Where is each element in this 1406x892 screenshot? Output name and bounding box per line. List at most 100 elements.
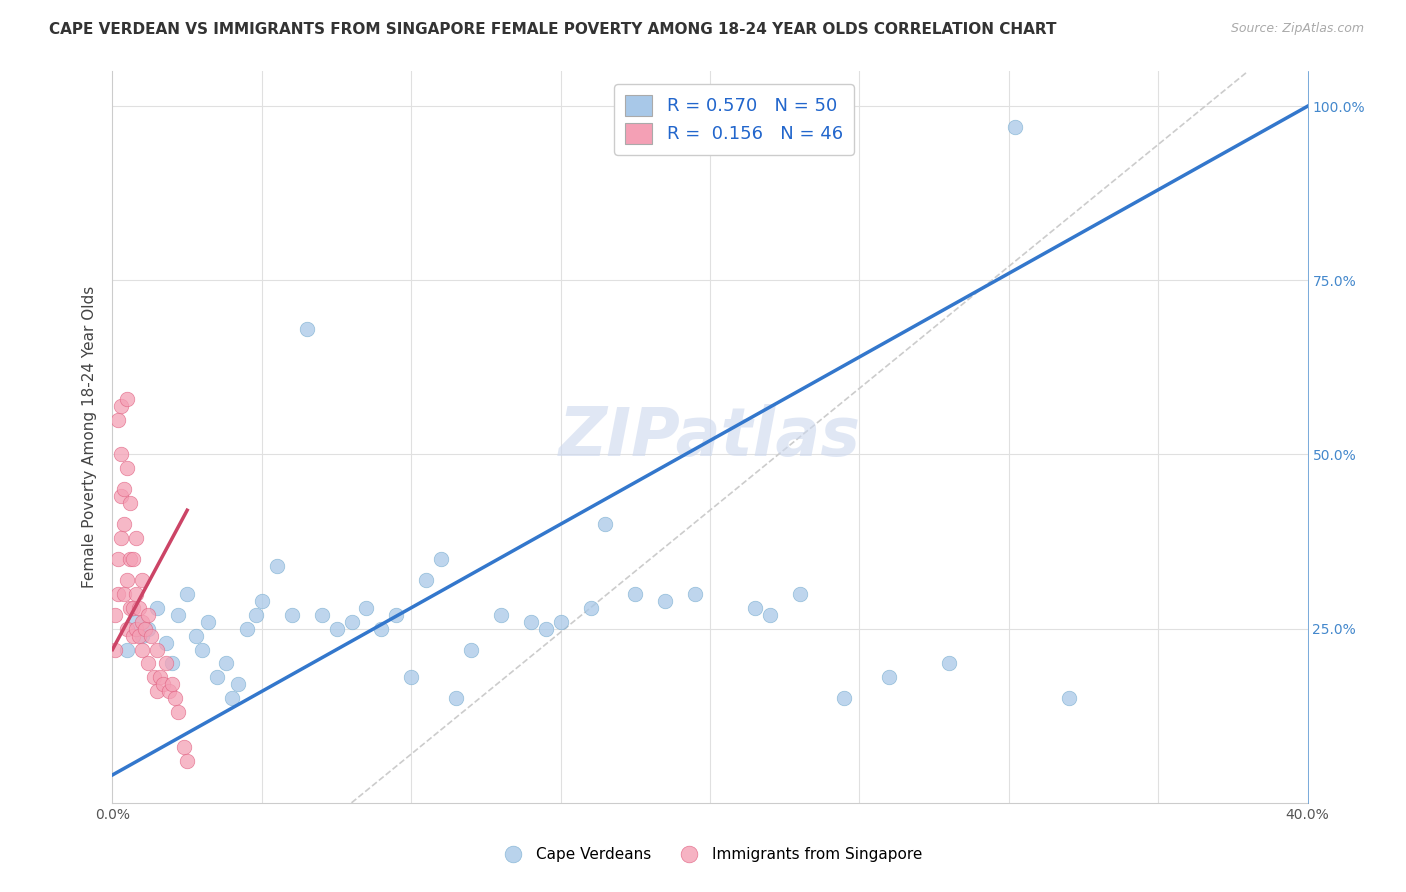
Point [281,607,304,622]
Point [489,607,512,622]
Point [401,670,423,684]
Point [162,657,183,671]
Point [120,552,142,566]
Point [131,642,153,657]
Point [117,622,139,636]
Point [125,531,148,545]
Point [385,607,408,622]
Point [1004,120,1026,134]
Point [444,691,467,706]
Point [370,622,392,636]
Point [759,607,782,622]
Point [143,670,166,684]
Point [131,573,153,587]
Point [167,607,190,622]
Point [226,677,249,691]
Point [110,399,132,413]
Point [579,600,602,615]
Point [215,657,238,671]
Point [162,677,183,691]
Point [138,622,160,636]
Point [120,496,142,510]
Point [165,691,187,706]
Point [415,573,437,587]
Point [176,754,198,768]
Point [430,552,453,566]
Point [117,573,139,587]
Point [149,670,172,684]
Point [311,607,333,622]
Point [155,635,177,649]
Point [107,587,129,601]
Point [550,615,572,629]
Point [117,642,139,657]
Point [186,629,208,643]
Point [107,552,129,566]
Point [173,740,195,755]
Point [146,684,169,698]
Point [744,600,766,615]
Point [295,322,318,336]
Point [460,642,482,657]
Point [134,622,156,636]
Point [879,670,901,684]
Point [683,587,706,601]
Point [340,615,363,629]
Point [654,594,676,608]
Point [595,517,617,532]
Point [356,600,378,615]
Point [125,587,148,601]
Point [122,629,145,643]
Point [114,587,135,601]
Point [104,607,127,622]
Point [236,622,259,636]
Point [938,657,960,671]
Point [110,531,132,545]
Point [176,587,198,601]
Point [104,642,127,657]
Point [245,607,267,622]
Point [125,615,148,629]
Text: Source: ZipAtlas.com: Source: ZipAtlas.com [1230,22,1364,36]
Point [138,657,160,671]
Point [624,587,647,601]
Legend: Cape Verdeans, Immigrants from Singapore: Cape Verdeans, Immigrants from Singapore [492,841,928,868]
Point [191,642,214,657]
Point [1057,691,1080,706]
Point [197,615,219,629]
Point [114,483,135,497]
Point [250,594,273,608]
Point [155,657,177,671]
Point [325,622,347,636]
Point [141,629,163,643]
Point [120,600,142,615]
Point [128,629,150,643]
Point [110,489,132,503]
Text: CAPE VERDEAN VS IMMIGRANTS FROM SINGAPORE FEMALE POVERTY AMONG 18-24 YEAR OLDS C: CAPE VERDEAN VS IMMIGRANTS FROM SINGAPOR… [49,22,1057,37]
Point [167,705,190,719]
Point [122,552,145,566]
Point [117,461,139,475]
Point [146,642,169,657]
Point [534,622,557,636]
Point [266,558,288,573]
Point [152,677,174,691]
Text: ZIPatlas: ZIPatlas [560,404,860,470]
Point [157,684,180,698]
Point [138,607,160,622]
Point [107,412,129,426]
Point [834,691,856,706]
Point [131,629,153,643]
Point [125,622,148,636]
Point [122,600,145,615]
Point [146,600,169,615]
Point [117,392,139,406]
Point [520,615,543,629]
Point [128,600,150,615]
Point [221,691,243,706]
Y-axis label: Female Poverty Among 18-24 Year Olds: Female Poverty Among 18-24 Year Olds [82,286,97,588]
Point [131,615,153,629]
Point [114,517,135,532]
Point [205,670,228,684]
Point [789,587,811,601]
